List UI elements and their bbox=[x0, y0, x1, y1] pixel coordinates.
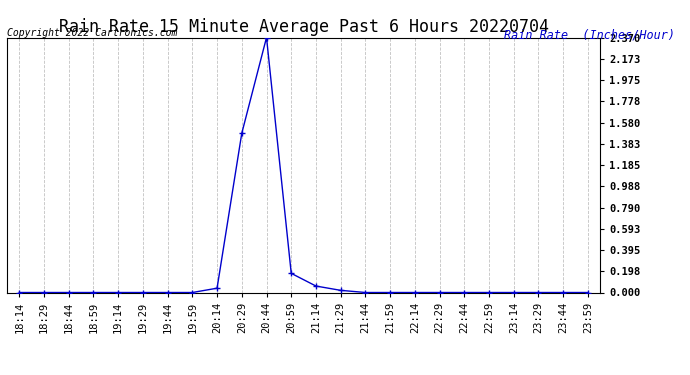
Title: Rain Rate 15 Minute Average Past 6 Hours 20220704: Rain Rate 15 Minute Average Past 6 Hours… bbox=[59, 18, 549, 36]
Text: Copyright 2022 Cartronics.com: Copyright 2022 Cartronics.com bbox=[7, 28, 177, 38]
Text: Rain Rate  (Inches/Hour): Rain Rate (Inches/Hour) bbox=[504, 28, 675, 41]
